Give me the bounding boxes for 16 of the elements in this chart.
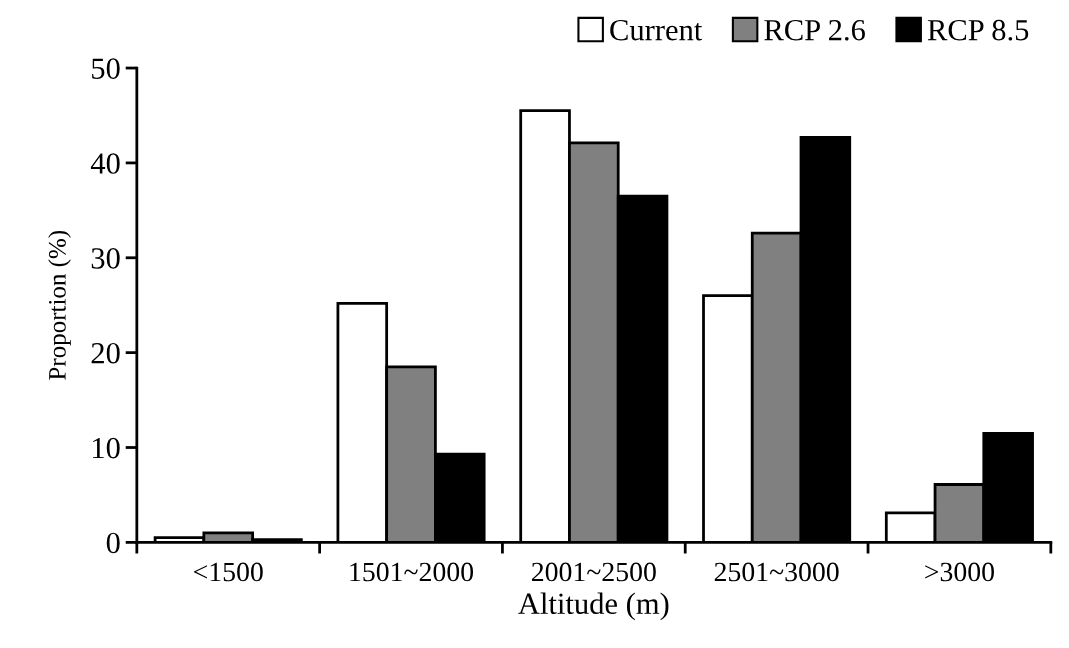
legend-label: RCP 8.5 <box>927 19 1029 41</box>
x-tick-label: 1501~2000 <box>350 562 474 582</box>
y-tick-label: 40 <box>90 153 120 174</box>
x-tick-label: >3000 <box>925 562 994 582</box>
y-tick-label: 30 <box>91 248 120 269</box>
x-axis-title: Altitude (m) <box>518 592 669 621</box>
x-tick-label: 2001~2500 <box>531 562 656 582</box>
y-axis-title: Proportion (%) <box>48 230 71 380</box>
legend-label: Current <box>610 19 703 41</box>
y-tick-label: 0 <box>106 532 120 554</box>
y-tick-label: 10 <box>92 437 120 459</box>
x-tick-label: <1500 <box>194 562 263 582</box>
legend-label: RCP 2.6 <box>764 19 865 41</box>
x-tick-label: 2501~3000 <box>714 562 839 582</box>
y-tick-label: 20 <box>91 342 120 364</box>
y-tick-label: 50 <box>92 58 120 79</box>
